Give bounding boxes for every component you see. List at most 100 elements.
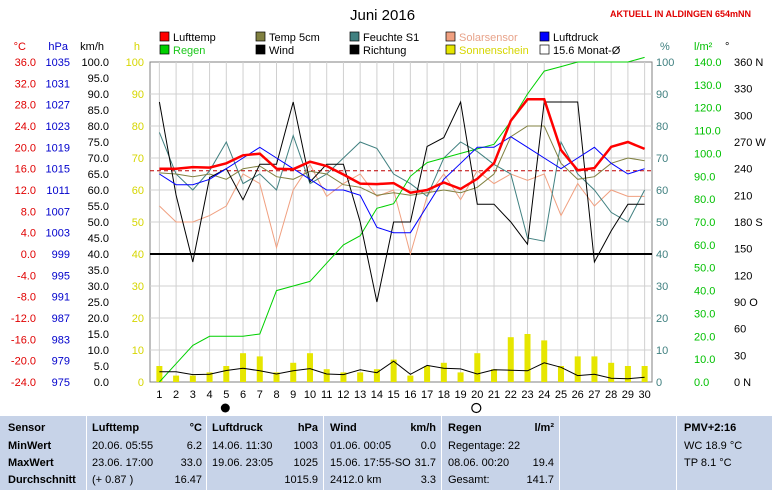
tick-label-rain: 40.0 <box>694 286 715 298</box>
stats-wind-unit: km/h <box>410 422 436 434</box>
sunshine-bar <box>608 362 615 382</box>
tick-label-press: 983 <box>52 334 70 346</box>
stats-wind-distance: 2412.0 km <box>330 474 382 486</box>
moon-markers <box>220 402 482 414</box>
stats-press-unit: hPa <box>297 422 318 434</box>
tick-label-sun: 70 <box>132 153 144 165</box>
tick-label-press: 1023 <box>46 121 70 133</box>
x-tick-label: 27 <box>588 389 600 401</box>
tick-label-dir: 0 N <box>734 377 751 389</box>
tick-label-temp: 8.0 <box>21 206 36 218</box>
stats-rain-max-time: 08.06. 00:20 <box>448 457 510 469</box>
tick-label-temp: 28.0 <box>15 100 36 112</box>
stats-press-min: 1003 <box>293 440 318 452</box>
tick-label-temp: 16.0 <box>15 164 36 176</box>
legend: Lufttemp Temp 5cm Feuchte S1 Solarsensor Luf… <box>159 31 621 57</box>
x-tick-label: 10 <box>304 389 316 401</box>
tick-label-wind: 5.0 <box>94 361 109 373</box>
legend-swatch <box>349 31 360 42</box>
tick-label-sun: 80 <box>132 121 144 133</box>
legend-swatch <box>159 31 170 42</box>
stats-row-label: Durchschnitt <box>8 474 76 486</box>
tick-label-press: 1027 <box>46 100 70 112</box>
tick-label-wind: 60.0 <box>88 185 109 197</box>
x-tick-label: 18 <box>438 389 450 401</box>
x-tick-label: 20 <box>471 389 483 401</box>
x-tick-label: 22 <box>505 389 517 401</box>
tick-label-temp: -8.0 <box>17 292 36 304</box>
x-tick-label: 19 <box>454 389 466 401</box>
tick-label-wind: 30.0 <box>88 281 109 293</box>
stats-sensor: Sensor MinWert MaxWert Durchschnitt <box>8 416 88 490</box>
stats-wind-max: 31.7 <box>414 457 436 469</box>
tick-label-humid: 40 <box>656 249 668 261</box>
tick-label-rain: 140.0 <box>694 57 722 69</box>
weather-chart: Juni 2016 AKTUELL IN ALDINGEN 654mNN Luf… <box>11 7 766 414</box>
sunshine-bar <box>256 356 263 382</box>
x-tick-label: 1 <box>156 389 162 401</box>
series-line-luftdruck <box>159 136 645 234</box>
tick-label-wind: 80.0 <box>88 121 109 133</box>
tick-label-sun: 90 <box>132 89 144 101</box>
axis-unit: °C <box>14 41 26 53</box>
axis-unit: hPa <box>48 41 68 53</box>
stats-temp-avg: 16.47 <box>174 474 202 486</box>
stats-press-avg: 1015.9 <box>284 474 318 486</box>
stats-sensor-title: Sensor <box>8 422 46 434</box>
tick-label-press: 1031 <box>46 78 70 90</box>
sunshine-bar <box>491 369 498 382</box>
sunshine-bar <box>407 375 414 382</box>
legend-swatch <box>539 31 550 42</box>
axis-unit-headers: °C hPa km/h h% l/m² ° <box>14 41 730 53</box>
tick-label-rain: 80.0 <box>694 194 715 206</box>
stats-rain-max: 19.4 <box>532 457 554 469</box>
tick-label-sun: 20 <box>132 313 144 325</box>
full-moon-icon <box>471 402 482 414</box>
tick-label-humid: 50 <box>656 217 668 229</box>
tick-label-wind: 20.0 <box>88 313 109 325</box>
tick-label-dir: 60 <box>734 324 746 336</box>
tick-label-wind: 35.0 <box>88 265 109 277</box>
sunshine-bar <box>457 372 464 382</box>
stats-wind-max-time: 15.06. 17:55-SO <box>330 457 411 469</box>
tick-label-dir: 240 <box>734 164 752 176</box>
tick-label-press: 1035 <box>46 57 70 69</box>
tick-label-press: 1011 <box>46 185 70 197</box>
x-tick-label: 14 <box>371 389 383 401</box>
stats-dewpoint: TP 8.1 °C <box>684 457 732 469</box>
stats-wind-min: 0.0 <box>420 440 436 452</box>
x-tick-label: 13 <box>354 389 366 401</box>
sunshine-bar <box>541 340 548 382</box>
sunshine-bar <box>206 372 213 382</box>
stats-rain-total-label: Gesamt: <box>448 474 490 486</box>
sunshine-bar <box>156 366 163 382</box>
x-tick-label: 5 <box>223 389 229 401</box>
tick-label-humid: 0 <box>656 377 662 389</box>
tick-label-dir: 210 <box>734 190 752 202</box>
x-tick-label: 6 <box>240 389 246 401</box>
legend-swatch <box>445 44 456 55</box>
tick-label-wind: 25.0 <box>88 297 109 309</box>
tick-label-wind: 65.0 <box>88 169 109 181</box>
stats-rain-days: Regentage: 22 <box>448 440 521 452</box>
x-tick-label: 28 <box>605 389 617 401</box>
sunshine-bar <box>474 353 481 382</box>
tick-label-temp: -16.0 <box>11 334 36 346</box>
legend-label: Luftdruck <box>553 32 599 44</box>
sunshine-bar <box>240 353 247 382</box>
stats-wind-avg: 3.3 <box>420 474 436 486</box>
series-line-regen <box>159 56 645 383</box>
tick-label-rain: 70.0 <box>694 217 715 229</box>
stats-temp-max-time: 23.06. 17:00 <box>92 457 154 469</box>
tick-label-temp: 36.0 <box>15 57 36 69</box>
tick-label-temp: 12.0 <box>15 185 36 197</box>
legend-label: Sonnenschein <box>459 45 529 57</box>
tick-label-sun: 100 <box>126 57 144 69</box>
tick-label-humid: 100 <box>656 57 674 69</box>
axis-unit: ° <box>725 41 729 53</box>
tick-label-wind: 90.0 <box>88 89 109 101</box>
stats-pmv: PMV+2:16 WC 18.9 °C TP 8.1 °C <box>684 416 770 490</box>
tick-label-press: 1015 <box>46 164 70 176</box>
series-line-richtung <box>158 100 645 303</box>
tick-label-rain: 10.0 <box>694 354 715 366</box>
